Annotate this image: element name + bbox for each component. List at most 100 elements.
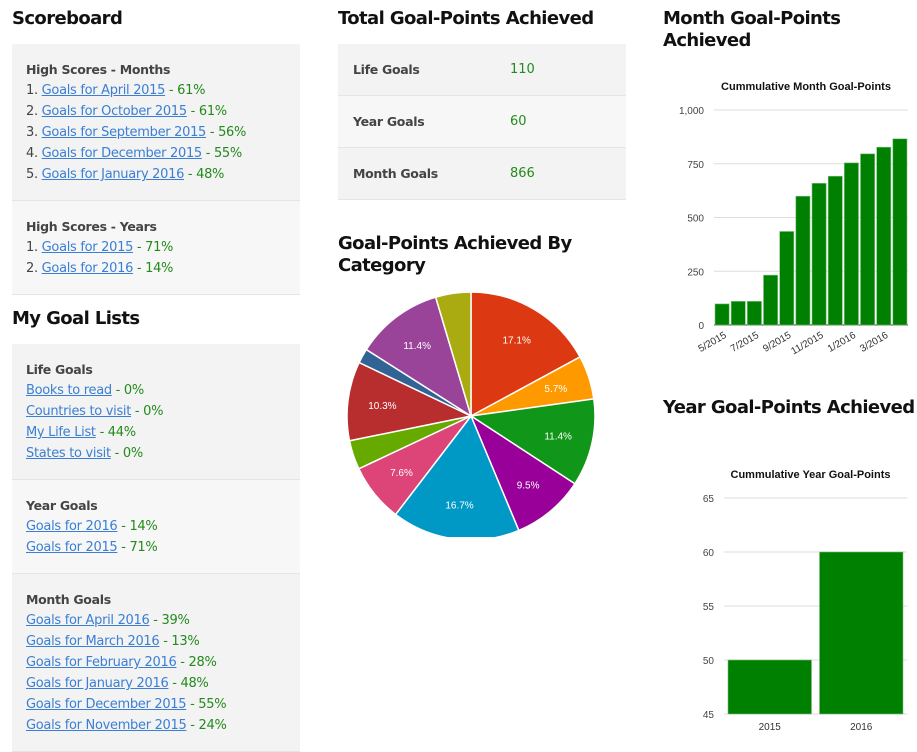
list-item: 1. Goals for 2015 - 71%	[26, 237, 286, 258]
pie-slice-label: 10.3%	[368, 401, 396, 412]
percent-complete: - 24%	[186, 718, 227, 733]
percent-complete: - 61%	[186, 104, 228, 119]
bar[interactable]	[844, 162, 859, 326]
goal-list-link[interactable]: Goals for 2016	[41, 261, 134, 276]
goal-list-link[interactable]: Goals for 2015	[26, 540, 118, 555]
month-goals-panel: Month Goals Goals for April 2016 - 39% Go…	[12, 574, 300, 752]
middle-column: Total Goal-Points Achieved Life Goals 11…	[338, 0, 626, 541]
category-title: Goal-Points Achieved By Category	[338, 233, 572, 276]
y-tick-label: 45	[703, 710, 715, 721]
totals-value: 866	[510, 166, 535, 181]
bar[interactable]	[811, 183, 827, 326]
pie-slice-label: 5.7%	[544, 384, 567, 395]
month-goals-heading: Month Goals	[26, 592, 111, 607]
percent-complete: - 0%	[131, 404, 164, 419]
left-column: Scoreboard High Scores - Months 1. Goals…	[12, 0, 300, 752]
percent-complete: - 0%	[110, 446, 144, 461]
percent-complete: - 71%	[117, 540, 158, 555]
goal-list-link[interactable]: Goals for September 2015	[41, 125, 207, 140]
goal-list-link[interactable]: Goals for January 2016	[26, 676, 169, 691]
totals-row-month: Month Goals 866	[338, 148, 626, 200]
bar[interactable]	[819, 551, 904, 715]
goal-list-link[interactable]: My Life List	[26, 425, 96, 440]
percent-complete: - 56%	[206, 125, 247, 140]
goal-list-link[interactable]: Goals for January 2016	[41, 167, 185, 182]
x-tick-label: 2016	[850, 722, 873, 733]
totals-table: Life Goals 110 Year Goals 60 Month Goals…	[338, 44, 626, 200]
pie-slice[interactable]	[434, 291, 472, 417]
goal-list-link[interactable]: Goals for March 2016	[26, 634, 160, 649]
bar[interactable]	[747, 301, 762, 326]
percent-complete: - 39%	[149, 613, 190, 628]
goal-list-link[interactable]: Goals for 2016	[26, 519, 118, 534]
list-item: 2. Goals for October 2015 - 61%	[26, 101, 286, 122]
high-scores-years-heading: High Scores - Years	[26, 219, 157, 234]
y-tick-label: 1,000	[679, 106, 704, 117]
pie-slice[interactable]	[365, 296, 473, 418]
bar[interactable]	[860, 153, 875, 326]
high-scores-months-heading: High Scores - Months	[26, 62, 171, 77]
category-pie-chart: 17.1% 5.7% 11.4% 9.5% 16.7% 7.6% 10.3% 11.4%	[346, 291, 596, 541]
goal-list-link[interactable]: Goals for April 2015	[41, 83, 166, 98]
pie-slice[interactable]	[468, 398, 596, 485]
percent-complete: - 0%	[111, 383, 145, 398]
goal-list-link[interactable]: Countries to visit	[26, 404, 132, 419]
bar[interactable]	[727, 659, 812, 715]
list-item: Goals for January 2016 - 48%	[26, 673, 286, 694]
rank-number: 1.	[26, 83, 42, 98]
pie-slice-label: 9.5%	[517, 481, 540, 492]
totals-label: Month Goals	[353, 166, 438, 181]
pie-slice-label: 7.6%	[390, 468, 413, 479]
high-scores-months-panel: High Scores - Months 1. Goals for April …	[12, 44, 300, 201]
bar[interactable]	[876, 146, 892, 326]
bar[interactable]	[763, 274, 778, 326]
year-goals-heading: Year Goals	[26, 498, 98, 513]
list-item: My Life List - 44%	[26, 422, 286, 443]
totals-label: Year Goals	[353, 114, 425, 129]
rank-number: 4.	[26, 146, 42, 161]
bar[interactable]	[892, 138, 908, 326]
goal-list-link[interactable]: Goals for April 2016	[26, 613, 150, 628]
chart-title: Cummulative Month Goal-Points	[721, 81, 891, 93]
totals-row-life: Life Goals 110	[338, 44, 626, 96]
goal-lists-title: My Goal Lists	[12, 308, 140, 329]
x-tick-label: 1/2016	[826, 330, 858, 355]
goal-list-link[interactable]: Goals for December 2015	[41, 146, 203, 161]
y-tick-label: 60	[703, 548, 715, 559]
x-tick-label: 5/2015	[697, 330, 729, 355]
list-item: Goals for 2016 - 14%	[26, 516, 286, 537]
bar[interactable]	[714, 303, 730, 326]
percent-complete: - 71%	[133, 240, 174, 255]
y-tick-label: 500	[687, 214, 704, 225]
rank-number: 5.	[26, 167, 42, 182]
year-goals-panel: Year Goals Goals for 2016 - 14% Goals for…	[12, 480, 300, 574]
y-tick-label: 0	[698, 321, 704, 332]
pie-slice-label: 16.7%	[445, 501, 473, 512]
goal-list-link[interactable]: Goals for 2015	[41, 240, 134, 255]
pie-slice[interactable]	[470, 291, 582, 418]
high-scores-years-panel: High Scores - Years 1. Goals for 2015 - …	[12, 201, 300, 295]
scoreboard-title: Scoreboard	[12, 8, 123, 29]
bar[interactable]	[827, 175, 843, 326]
year-bar-chart: Cummulative Year Goal-Points 45 50 55 60 65 20…	[703, 469, 907, 733]
y-tick-label: 50	[703, 656, 715, 667]
pie-slice[interactable]	[346, 361, 474, 442]
bar[interactable]	[730, 301, 746, 326]
bar[interactable]	[795, 195, 811, 326]
list-item: 5. Goals for January 2016 - 48%	[26, 164, 286, 185]
goal-list-link[interactable]: Books to read	[26, 383, 112, 398]
bar[interactable]	[779, 231, 795, 326]
percent-complete: - 48%	[184, 167, 225, 182]
y-tick-label: 750	[687, 160, 704, 171]
goal-list-link[interactable]: Goals for October 2015	[41, 104, 187, 119]
month-bar-chart: Cummulative Month Goal-Points 0 250 500 750 1…	[679, 81, 908, 357]
totals-title: Total Goal-Points Achieved	[338, 8, 594, 29]
goal-list-link[interactable]: Goals for November 2015	[26, 718, 187, 733]
month-section-title: Month Goal-Points Achieved	[663, 8, 841, 51]
goal-list-link[interactable]: Goals for December 2015	[26, 697, 187, 712]
totals-value: 60	[510, 114, 527, 129]
life-goals-heading: Life Goals	[26, 362, 93, 377]
goal-list-link[interactable]: States to visit	[26, 446, 111, 461]
goal-list-link[interactable]: Goals for February 2016	[26, 655, 177, 670]
year-section-title: Year Goal-Points Achieved	[663, 397, 915, 418]
